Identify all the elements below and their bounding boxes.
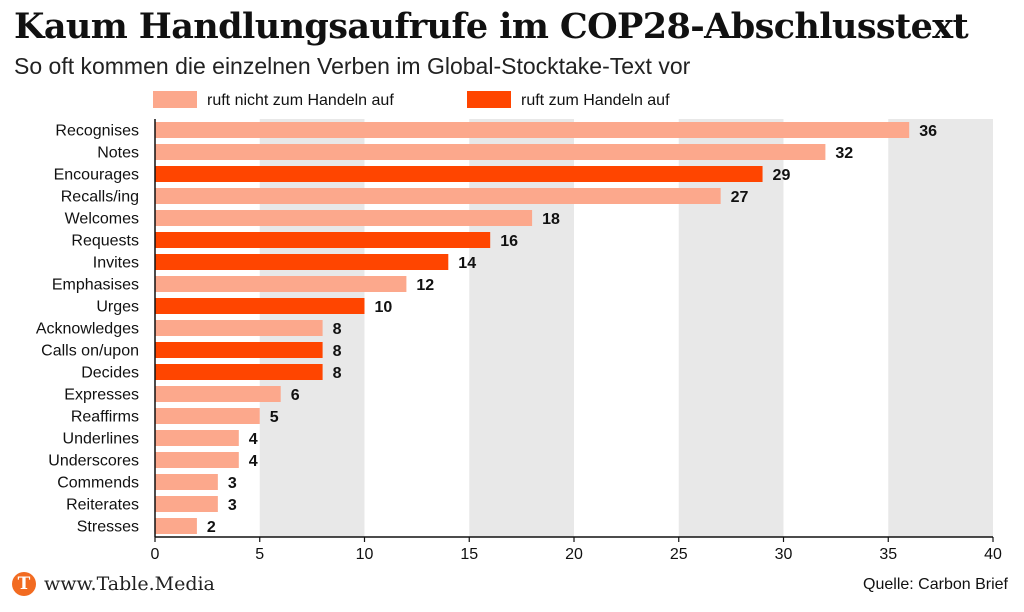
bar bbox=[155, 166, 763, 182]
bar bbox=[155, 430, 239, 446]
value-label: 4 bbox=[249, 431, 258, 448]
category-label: Emphasises bbox=[52, 277, 139, 294]
x-tick-label: 0 bbox=[151, 546, 160, 563]
source-note: Quelle: Carbon Brief bbox=[863, 576, 1008, 593]
x-tick-label: 10 bbox=[356, 546, 374, 563]
bar bbox=[155, 452, 239, 468]
category-label: Requests bbox=[71, 233, 139, 250]
category-label: Notes bbox=[97, 145, 139, 162]
bar bbox=[155, 276, 407, 292]
value-label: 32 bbox=[835, 145, 853, 162]
footer-brand: T www.Table.Media bbox=[12, 572, 215, 596]
value-label: 8 bbox=[333, 365, 342, 382]
value-label: 12 bbox=[416, 277, 434, 294]
value-label: 2 bbox=[207, 519, 216, 536]
value-label: 36 bbox=[919, 123, 937, 140]
bar bbox=[155, 144, 826, 160]
x-tick-label: 30 bbox=[775, 546, 793, 563]
category-label: Recognises bbox=[55, 123, 139, 140]
bar bbox=[155, 342, 323, 358]
value-label: 6 bbox=[291, 387, 300, 404]
value-label: 8 bbox=[333, 321, 342, 338]
value-label: 29 bbox=[773, 167, 791, 184]
bar bbox=[155, 364, 323, 380]
x-tick-label: 35 bbox=[879, 546, 897, 563]
category-label: Invites bbox=[93, 255, 139, 272]
category-label: Acknowledges bbox=[36, 321, 139, 338]
bar bbox=[155, 408, 260, 424]
site-url: www.Table.Media bbox=[44, 573, 215, 595]
category-label: Welcomes bbox=[65, 211, 139, 228]
legend-swatch-action bbox=[467, 91, 511, 108]
value-label: 8 bbox=[333, 343, 342, 360]
bar bbox=[155, 188, 721, 204]
category-label: Urges bbox=[96, 299, 139, 316]
category-label: Underscores bbox=[48, 453, 139, 470]
category-label: Decides bbox=[81, 365, 139, 382]
value-label: 3 bbox=[228, 497, 237, 514]
grid-band bbox=[888, 119, 993, 537]
bar bbox=[155, 496, 218, 512]
x-tick-label: 15 bbox=[460, 546, 478, 563]
category-label: Stresses bbox=[77, 519, 139, 536]
x-tick-label: 25 bbox=[670, 546, 688, 563]
legend-label-action: ruft zum Handeln auf bbox=[521, 92, 670, 109]
table-media-logo: T bbox=[12, 572, 36, 596]
category-label: Expresses bbox=[64, 387, 139, 404]
bar bbox=[155, 232, 491, 248]
bar bbox=[155, 254, 449, 270]
value-label: 4 bbox=[249, 453, 258, 470]
value-label: 10 bbox=[375, 299, 393, 316]
bar bbox=[155, 210, 533, 226]
category-label: Encourages bbox=[54, 167, 139, 184]
bar bbox=[155, 518, 197, 534]
category-label: Reiterates bbox=[66, 497, 139, 514]
chart-subtitle: So oft kommen die einzelnen Verben im Gl… bbox=[14, 53, 691, 79]
chart-title: Kaum Handlungsaufrufe im COP28-Abschluss… bbox=[14, 6, 969, 47]
value-label: 18 bbox=[542, 211, 560, 228]
category-label: Reaffirms bbox=[71, 409, 139, 426]
category-label: Commends bbox=[57, 475, 139, 492]
x-tick-label: 5 bbox=[255, 546, 264, 563]
value-label: 3 bbox=[228, 475, 237, 492]
value-label: 5 bbox=[270, 409, 279, 426]
category-label: Underlines bbox=[63, 431, 139, 448]
bar bbox=[155, 320, 323, 336]
bar bbox=[155, 122, 910, 138]
category-label: Recalls/ing bbox=[61, 189, 139, 206]
value-label: 27 bbox=[731, 189, 749, 206]
x-tick-label: 40 bbox=[984, 546, 1002, 563]
bar bbox=[155, 298, 365, 314]
value-label: 14 bbox=[458, 255, 476, 272]
legend-swatch-no-action bbox=[153, 91, 197, 108]
x-tick-label: 20 bbox=[565, 546, 583, 563]
value-label: 16 bbox=[500, 233, 518, 250]
bar bbox=[155, 474, 218, 490]
legend-label-no-action: ruft nicht zum Handeln auf bbox=[207, 92, 394, 109]
category-label: Calls on/upon bbox=[41, 343, 139, 360]
bar bbox=[155, 386, 281, 402]
